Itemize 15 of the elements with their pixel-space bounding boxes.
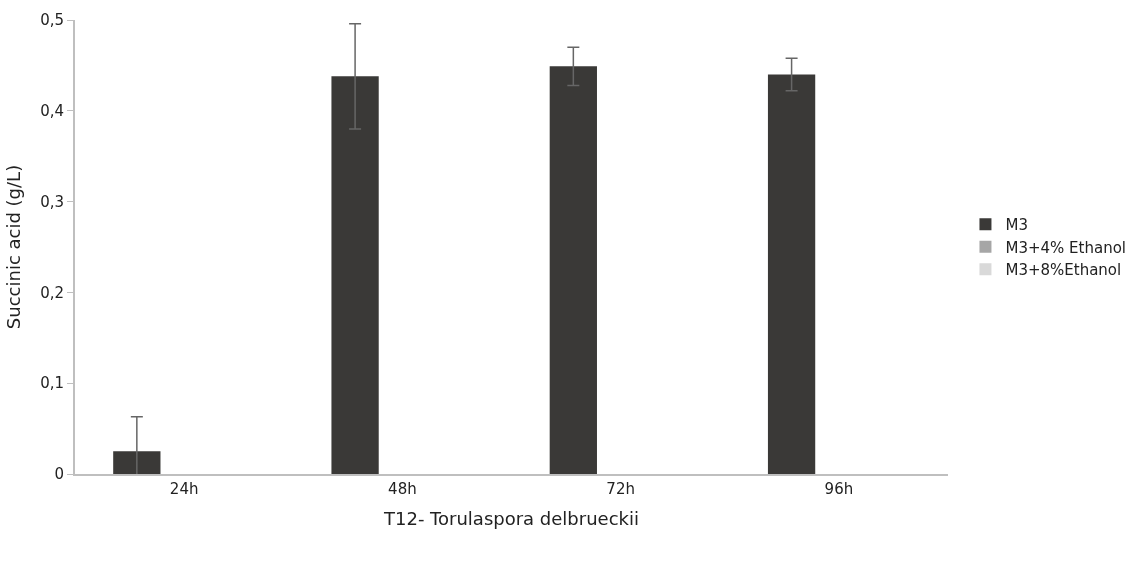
x-axis-title: T12- Torulaspora delbrueckii	[382, 507, 640, 529]
x-tick-label: 48h	[388, 480, 417, 498]
x-tick-label: 96h	[824, 480, 854, 498]
y-tick-label: 0,2	[40, 283, 64, 302]
x-tick-label: 24h	[169, 480, 199, 498]
y-tick-label: 0,5	[40, 11, 64, 30]
y-tick-label: 0	[54, 465, 64, 484]
x-tick-label: 72h	[606, 480, 635, 498]
y-tick-label: 0,1	[40, 374, 64, 393]
legend-label: M3+4% Ethanol	[1005, 238, 1126, 257]
y-tick-label: 0,3	[40, 192, 64, 211]
y-axis-title: Succinic acid (g/L)	[2, 164, 24, 330]
y-tick-label: 0,4	[40, 102, 64, 121]
legend-label: M3+8%Ethanol	[1005, 261, 1122, 280]
legend-label: M3	[1005, 216, 1028, 235]
